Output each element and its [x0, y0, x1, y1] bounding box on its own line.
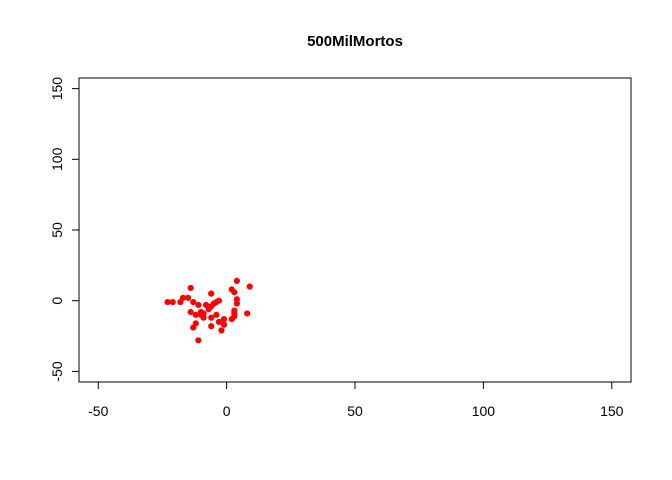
data-points	[164, 277, 253, 344]
y-tick-label: 50	[49, 222, 65, 238]
data-point	[244, 310, 251, 317]
y-tick-label: 0	[49, 297, 65, 305]
data-point	[179, 294, 187, 301]
data-point	[187, 284, 194, 292]
data-point	[195, 337, 202, 344]
data-point	[192, 320, 199, 327]
data-point	[187, 308, 194, 316]
data-point	[246, 283, 253, 290]
data-point	[208, 290, 215, 297]
plot-area-box	[78, 77, 632, 383]
data-point	[208, 314, 215, 321]
y-tick-label: 100	[49, 147, 65, 171]
data-point	[231, 307, 238, 314]
data-point	[231, 289, 238, 296]
data-point	[215, 297, 223, 304]
x-tick-label: 0	[223, 403, 231, 419]
data-point	[220, 315, 228, 323]
data-point	[200, 314, 207, 321]
data-point	[208, 323, 215, 330]
data-point	[218, 327, 225, 334]
data-point	[213, 311, 220, 318]
chart-title: 500MilMortos	[307, 33, 403, 50]
data-point	[169, 299, 176, 306]
x-tick-label: 100	[472, 403, 496, 419]
x-tick-label: -50	[88, 403, 108, 419]
data-point	[190, 299, 197, 306]
data-point	[195, 301, 202, 309]
y-tick-label: -50	[49, 361, 65, 381]
data-point	[164, 299, 171, 306]
x-tick-label: 50	[347, 403, 363, 419]
x-tick-label: 150	[600, 403, 624, 419]
data-point	[233, 277, 240, 285]
data-point	[185, 294, 192, 301]
data-point	[220, 321, 228, 328]
data-point	[231, 313, 238, 320]
x-axis: -50 0 50 100 150	[88, 381, 624, 419]
y-tick-label: 150	[49, 77, 65, 101]
data-point	[215, 318, 223, 326]
data-point	[233, 300, 240, 307]
y-axis: -50 0 50 100 150	[49, 77, 80, 382]
data-point	[192, 311, 199, 318]
